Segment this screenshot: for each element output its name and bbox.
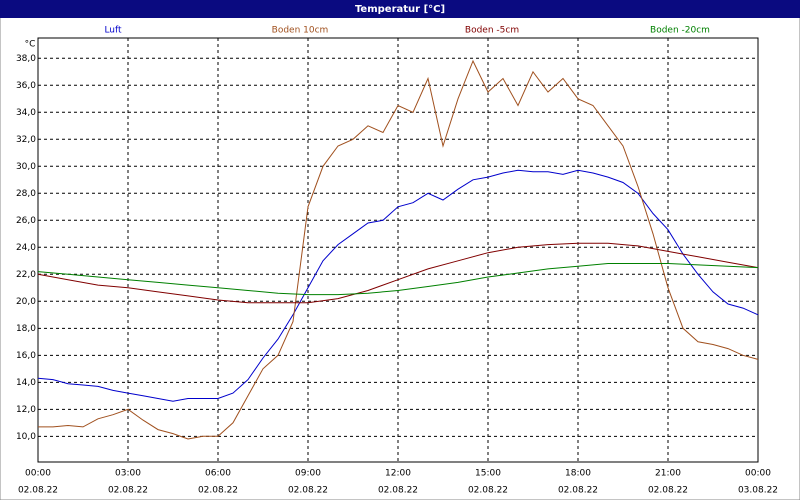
y-unit: °C bbox=[25, 40, 36, 50]
x-tick-date: 02.08.22 bbox=[468, 486, 508, 496]
x-tick-label: 09:00 bbox=[295, 469, 321, 479]
x-tick-date: 02.08.22 bbox=[288, 486, 328, 496]
y-tick-label: 18,0 bbox=[16, 324, 36, 334]
chart-title: Temperatur [°C] bbox=[355, 4, 445, 15]
x-tick-label: 06:00 bbox=[205, 469, 231, 479]
x-tick-label: 00:00 bbox=[25, 469, 51, 479]
y-tick-label: 24,0 bbox=[16, 243, 36, 253]
legend-label: Boden -20cm bbox=[650, 26, 710, 36]
y-tick-label: 32,0 bbox=[16, 135, 36, 145]
legend-label: Luft bbox=[104, 26, 122, 36]
line-series bbox=[37, 263, 759, 296]
y-tick-label: 12,0 bbox=[16, 405, 36, 415]
y-tick-label: 34,0 bbox=[16, 108, 36, 118]
y-tick-label: 36,0 bbox=[16, 81, 36, 91]
y-tick-label: 38,0 bbox=[16, 54, 36, 64]
x-tick-date: 03.08.22 bbox=[738, 486, 778, 496]
x-tick-label: 18:00 bbox=[565, 469, 591, 479]
y-tick-label: 30,0 bbox=[16, 162, 36, 172]
y-tick-label: 16,0 bbox=[16, 351, 36, 361]
x-tick-date: 02.08.22 bbox=[18, 486, 58, 496]
y-tick-label: 28,0 bbox=[16, 189, 36, 199]
x-tick-date: 02.08.22 bbox=[198, 486, 238, 496]
x-tick-label: 15:00 bbox=[475, 469, 501, 479]
y-tick-label: 10,0 bbox=[16, 432, 36, 442]
line-series bbox=[37, 169, 759, 402]
y-tick-label: 20,0 bbox=[16, 297, 36, 307]
x-tick-date: 02.08.22 bbox=[378, 486, 418, 496]
x-tick-label: 00:00 bbox=[745, 469, 771, 479]
x-tick-date: 02.08.22 bbox=[108, 486, 148, 496]
x-tick-date: 02.08.22 bbox=[648, 486, 688, 496]
line-series bbox=[37, 242, 759, 304]
y-tick-label: 14,0 bbox=[16, 378, 36, 388]
legend-label: Boden -5cm bbox=[465, 26, 519, 36]
y-tick-label: 22,0 bbox=[16, 270, 36, 280]
x-tick-label: 21:00 bbox=[655, 469, 681, 479]
y-tick-label: 26,0 bbox=[16, 216, 36, 226]
x-tick-date: 02.08.22 bbox=[558, 486, 598, 496]
legend-label: Boden 10cm bbox=[272, 26, 329, 36]
x-tick-label: 12:00 bbox=[385, 469, 411, 479]
title-bar bbox=[0, 0, 800, 18]
line-series bbox=[38, 59, 759, 440]
x-tick-label: 03:00 bbox=[115, 469, 141, 479]
